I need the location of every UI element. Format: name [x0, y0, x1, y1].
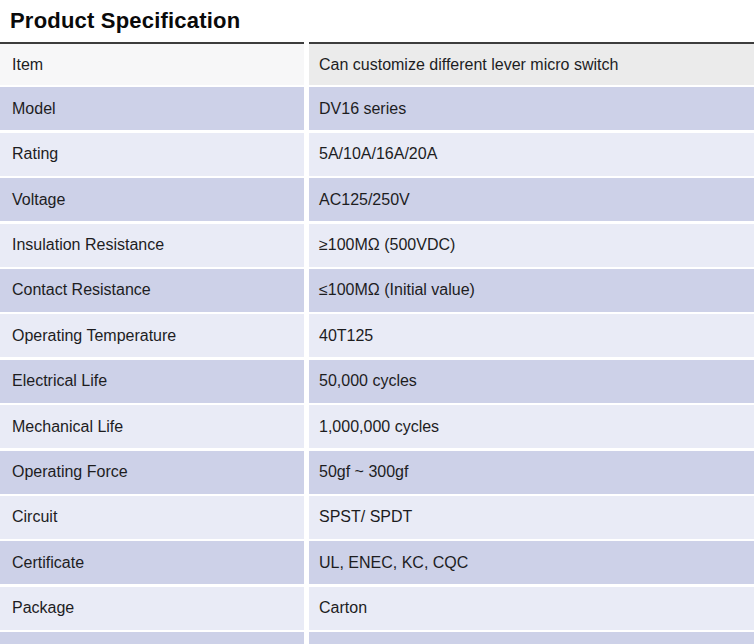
spec-table-rows: Item Can customize different lever micro…: [0, 42, 754, 630]
spec-value-cell: ≥100MΩ (500VDC): [309, 224, 754, 267]
table-row: Item Can customize different lever micro…: [0, 42, 754, 85]
table-row: Circuit SPST/ SPDT: [0, 496, 754, 539]
spec-value-cell: AC125/250V: [309, 178, 754, 221]
spec-value-cell: 50gf ~ 300gf: [309, 451, 754, 494]
spec-label-cell: [0, 632, 304, 644]
table-row: Model DV16 series: [0, 87, 754, 130]
product-spec-page: Product Specification Item Can customize…: [0, 0, 754, 644]
spec-label-cell: Electrical Life: [0, 360, 304, 403]
spec-value-cell: DV16 series: [309, 87, 754, 130]
table-row: Operating Force 50gf ~ 300gf: [0, 451, 754, 494]
table-row: Electrical Life 50,000 cycles: [0, 360, 754, 403]
table-row: Voltage AC125/250V: [0, 178, 754, 221]
spec-value-cell: Carton: [309, 587, 754, 630]
spec-value-cell: UL, ENEC, KC, CQC: [309, 541, 754, 584]
spec-value-cell: SPST/ SPDT: [309, 496, 754, 539]
spec-value-cell: 5A/10A/16A/20A: [309, 133, 754, 176]
spec-value-cell: Can customize different lever micro swit…: [309, 42, 754, 85]
spec-value-cell: ≤100MΩ (Initial value): [309, 269, 754, 312]
spec-label-cell: Contact Resistance: [0, 269, 304, 312]
table-row: Package Carton: [0, 587, 754, 630]
spec-value-cell: 50,000 cycles: [309, 360, 754, 403]
table-row: Certificate UL, ENEC, KC, CQC: [0, 541, 754, 584]
spec-label-cell: Mechanical Life: [0, 405, 304, 448]
spec-value-cell: 1,000,000 cycles: [309, 405, 754, 448]
spec-label-cell: Model: [0, 87, 304, 130]
spec-label-cell: Voltage: [0, 178, 304, 221]
spec-label-cell: Operating Force: [0, 451, 304, 494]
spec-label-cell: Insulation Resistance: [0, 224, 304, 267]
spec-label-cell: Item: [0, 42, 304, 85]
spec-label-cell: Operating Temperature: [0, 314, 304, 357]
table-row: Contact Resistance ≤100MΩ (Initial value…: [0, 269, 754, 312]
spec-table: Item Can customize different lever micro…: [0, 42, 754, 644]
spec-label-cell: Package: [0, 587, 304, 630]
page-title: Product Specification: [0, 0, 754, 34]
spec-value-cell: 40T125: [309, 314, 754, 357]
table-row: Rating 5A/10A/16A/20A: [0, 133, 754, 176]
table-row: Mechanical Life 1,000,000 cycles: [0, 405, 754, 448]
spec-label-cell: Circuit: [0, 496, 304, 539]
table-row: Insulation Resistance ≥100MΩ (500VDC): [0, 224, 754, 267]
spec-label-cell: Certificate: [0, 541, 304, 584]
spec-value-cell: [309, 632, 754, 644]
table-row-partial: [0, 632, 754, 644]
spec-label-cell: Rating: [0, 133, 304, 176]
table-row: Operating Temperature 40T125: [0, 314, 754, 357]
